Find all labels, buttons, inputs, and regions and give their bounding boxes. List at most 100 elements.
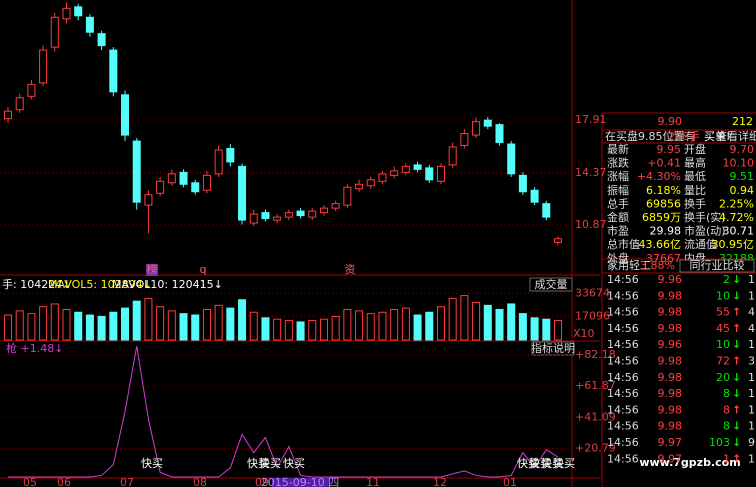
candle-body	[39, 49, 48, 84]
trade-price: 9.96	[658, 338, 683, 351]
trade-volume: 45	[716, 322, 730, 335]
trade-price: 9.98	[658, 420, 683, 433]
trade-direction: ↑	[732, 322, 741, 335]
signal-label: 快买	[529, 457, 551, 470]
trade-price: 9.96	[658, 273, 683, 286]
quote-label: 换手(实)	[684, 210, 726, 224]
candle-body	[109, 49, 118, 93]
candle-body	[261, 212, 270, 220]
trade-direction: ↓	[732, 371, 741, 384]
volume-bar	[343, 308, 352, 341]
volume-button-label[interactable]: 成交量	[535, 277, 568, 291]
candle-body	[472, 121, 481, 136]
volume-bar	[518, 313, 527, 341]
volume-bar	[425, 311, 434, 341]
candle-body	[27, 83, 36, 97]
volume-bar	[355, 310, 364, 341]
volume-bar	[50, 303, 59, 341]
quote-label: 量比	[684, 184, 706, 197]
y-tick-label: +41.09	[575, 410, 616, 423]
candle-body	[507, 143, 516, 175]
trade-price: 9.98	[658, 322, 683, 335]
trade-volume: 2	[723, 273, 730, 286]
x-axis-label: 11	[366, 476, 380, 487]
candle-body	[366, 179, 375, 187]
candle-body	[226, 148, 235, 163]
indicator-button-label[interactable]: 指标说明	[531, 341, 575, 355]
industry-change: 3.88%	[640, 259, 675, 272]
quote-label: 市盈	[607, 224, 629, 238]
trade-direction: ↓	[732, 387, 741, 400]
industry-compare[interactable]: 同行业比较	[690, 258, 745, 272]
candle-body	[319, 207, 328, 214]
marker-bg	[146, 264, 158, 276]
candle-body	[121, 94, 130, 136]
trade-count: 4	[748, 306, 755, 319]
x-axis-label: 01	[503, 476, 517, 487]
quote-label: 振幅	[607, 183, 629, 197]
volume-bar	[156, 306, 165, 341]
order-notice: 在买盘9.85位置有	[605, 129, 696, 143]
order-notice[interactable]: 查看详细	[716, 129, 756, 143]
trade-time: 14:56	[607, 338, 639, 351]
volume-bar	[542, 318, 551, 341]
candle-body	[413, 164, 422, 170]
signal-label: 快买	[517, 457, 539, 470]
trade-time: 14:56	[607, 289, 639, 302]
quote-value: 29.98	[650, 225, 682, 238]
volume-legend: 手: 104224↓	[2, 277, 71, 291]
volume-button[interactable]	[529, 277, 573, 292]
quote-value: 43.66亿	[639, 238, 682, 251]
candle-body	[3, 110, 13, 120]
volume-bar	[378, 311, 387, 341]
indicator-line	[8, 346, 559, 478]
trade-count: 1	[748, 273, 755, 286]
trade-count: 1	[748, 371, 755, 384]
trade-volume: 55	[716, 306, 730, 319]
trade-price: 9.98	[658, 403, 683, 416]
volume-bar	[460, 295, 469, 341]
trade-volume: 20	[716, 371, 730, 384]
quote-label: 最低	[684, 170, 706, 183]
volume-bar	[144, 297, 153, 341]
quote-value: 9.95	[657, 143, 682, 156]
quote-label: 金额	[607, 210, 629, 224]
candle-body	[460, 133, 469, 147]
candle-body	[167, 173, 176, 184]
quote-value: +4.30%	[637, 170, 681, 183]
signal-label: 快买	[541, 457, 563, 470]
quote-label: 最新	[607, 142, 629, 156]
trade-direction: ↑	[732, 306, 741, 319]
chart-marker: 资	[345, 263, 356, 276]
volume-bar	[413, 314, 422, 341]
quote-value: +0.41	[647, 157, 681, 170]
volume-bar	[74, 311, 83, 341]
ask-volume: 212	[732, 115, 753, 128]
x-axis-label: 07	[120, 476, 134, 487]
trade-count: 1	[748, 403, 755, 416]
volume-bar	[238, 299, 247, 341]
ask-price: 9.90	[658, 115, 683, 128]
volume-bar	[261, 317, 270, 341]
quote-label: 总市值	[607, 237, 640, 251]
trade-time: 14:56	[607, 322, 639, 335]
industry-button[interactable]	[679, 259, 755, 273]
trade-volume: 8	[723, 420, 730, 433]
candle-body	[436, 165, 445, 182]
trade-count: 3	[748, 355, 755, 368]
trade-count: 1	[748, 338, 755, 351]
trade-time: 14:56	[607, 355, 639, 368]
quote-value: 6859万	[642, 211, 681, 224]
quote-value: 0.94	[730, 184, 755, 197]
x-axis-label: 2015-09-10 四	[261, 476, 339, 487]
trade-volume: 10	[716, 338, 730, 351]
quote-label: 涨幅	[607, 170, 629, 183]
trade-time: 14:56	[607, 306, 639, 319]
volume-bar	[97, 315, 106, 341]
trade-price: 9.98	[658, 387, 683, 400]
y-tick-label: 17096	[575, 309, 610, 322]
trade-volume: 8	[723, 387, 730, 400]
trade-direction: ↓	[732, 420, 741, 433]
signal-label: 快买	[259, 457, 281, 470]
